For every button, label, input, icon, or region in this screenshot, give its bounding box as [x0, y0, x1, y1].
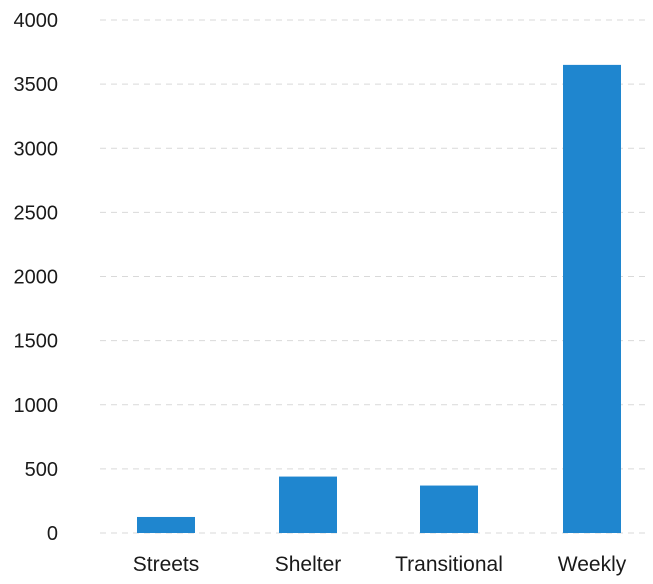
y-axis-tick-labels: 0 500 1000 1500 2000 2500 3000 3500 4000 [14, 10, 59, 545]
gridlines [100, 19, 648, 534]
bar-streets [137, 516, 195, 533]
x-category-label-weekly: Weekly [558, 553, 627, 576]
y-tick-label: 3000 [14, 138, 59, 160]
y-tick-label: 2000 [14, 267, 59, 289]
y-tick-label: 1500 [14, 331, 59, 353]
y-tick-label: 2500 [14, 202, 59, 224]
bars [137, 64, 621, 533]
y-tick-label: 0 [47, 523, 58, 545]
y-tick-label: 3500 [14, 74, 59, 96]
y-tick-label: 4000 [14, 10, 59, 32]
x-category-label-streets: Streets [133, 553, 200, 576]
y-tick-label: 1000 [14, 395, 59, 417]
bar-weekly [563, 64, 621, 533]
bar-transitional [420, 485, 478, 533]
x-category-label-transitional: Transitional [395, 553, 503, 576]
bar-shelter [279, 476, 337, 533]
x-category-label-shelter: Shelter [275, 553, 342, 576]
x-axis-category-labels: Streets Shelter Transitional Weekly [133, 553, 627, 576]
y-tick-label: 500 [25, 459, 58, 481]
